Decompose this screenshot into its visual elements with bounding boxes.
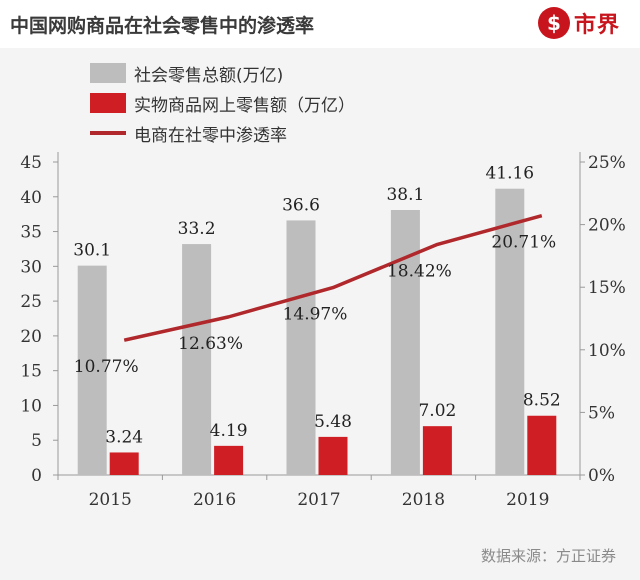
data-label-online: 4.19 xyxy=(210,421,248,441)
dollar-logo-icon: $ xyxy=(538,7,570,39)
right-tick-label: 5% xyxy=(588,403,615,423)
data-label-total: 38.1 xyxy=(386,185,424,205)
x-tick-label: 2015 xyxy=(89,490,132,510)
legend-label-penetration: 电商在社零中渗透率 xyxy=(134,125,287,146)
legend-item-online: 实物商品网上零售额（万亿） xyxy=(90,90,450,116)
data-label-penetration: 18.42% xyxy=(387,261,452,281)
data-label-online: 7.02 xyxy=(418,401,456,421)
data-label-penetration: 10.77% xyxy=(74,357,139,377)
logo-mark: $ xyxy=(547,11,561,35)
bar-total xyxy=(77,265,107,475)
data-label-total: 36.6 xyxy=(282,195,320,215)
left-tick-label: 10 xyxy=(20,396,42,416)
data-label-total: 33.2 xyxy=(178,219,216,239)
line-penetration xyxy=(123,214,543,342)
logo-text: 市界 xyxy=(574,13,621,38)
data-label-penetration: 14.97% xyxy=(283,305,348,325)
bar-total xyxy=(390,209,420,475)
left-tick-label: 35 xyxy=(20,223,42,243)
brand-logo: $ 市界 xyxy=(538,6,620,40)
bar-online xyxy=(422,426,452,475)
data-label-online: 3.24 xyxy=(105,427,143,447)
right-tick-label: 20% xyxy=(588,216,626,236)
bar-total xyxy=(495,188,525,475)
legend-item-penetration: 电商在社零中渗透率 xyxy=(90,120,450,146)
x-tick-label: 2016 xyxy=(193,490,236,510)
bar-total xyxy=(182,244,212,475)
data-source: 数据来源：方正证券 xyxy=(480,547,616,565)
data-label-total: 30.1 xyxy=(73,241,111,261)
left-tick-label: 5 xyxy=(31,431,42,451)
left-tick-label: 45 xyxy=(20,153,42,173)
bar-online xyxy=(527,415,557,475)
data-label-total: 41.16 xyxy=(485,164,534,184)
legend-item-total: 社会零售总额(万亿) xyxy=(90,60,450,86)
data-label-online: 8.52 xyxy=(523,391,561,411)
data-label-penetration: 20.71% xyxy=(491,233,556,253)
left-tick-label: 25 xyxy=(20,292,42,312)
data-label-penetration: 12.63% xyxy=(178,334,243,354)
header-bar: 中国网购商品在社会零售中的渗透率 $ 市界 xyxy=(0,0,640,48)
right-tick-label: 15% xyxy=(588,278,626,298)
legend-swatch-total xyxy=(90,63,126,83)
bar-total xyxy=(286,220,316,475)
left-tick-label: 30 xyxy=(20,257,42,277)
left-tick-label: 15 xyxy=(20,362,42,382)
x-tick-label: 2017 xyxy=(297,490,340,510)
data-label-online: 5.48 xyxy=(314,412,352,432)
bar-online xyxy=(318,436,348,475)
x-tick-label: 2018 xyxy=(402,490,445,510)
right-tick-label: 25% xyxy=(588,153,626,173)
left-tick-label: 0 xyxy=(31,466,42,486)
left-tick-label: 40 xyxy=(20,188,42,208)
x-tick-label: 2019 xyxy=(506,490,549,510)
right-tick-label: 10% xyxy=(588,341,626,361)
bar-online xyxy=(214,445,244,475)
left-tick-label: 20 xyxy=(20,327,42,347)
chart-title: 中国网购商品在社会零售中的渗透率 xyxy=(10,15,315,37)
legend-swatch-penetration xyxy=(90,131,126,135)
bar-online xyxy=(109,452,139,475)
legend-label-total: 社会零售总额(万亿) xyxy=(134,65,284,86)
legend-swatch-online xyxy=(90,93,126,113)
legend-label-online: 实物商品网上零售额（万亿） xyxy=(134,95,355,116)
right-tick-label: 0% xyxy=(588,466,615,486)
